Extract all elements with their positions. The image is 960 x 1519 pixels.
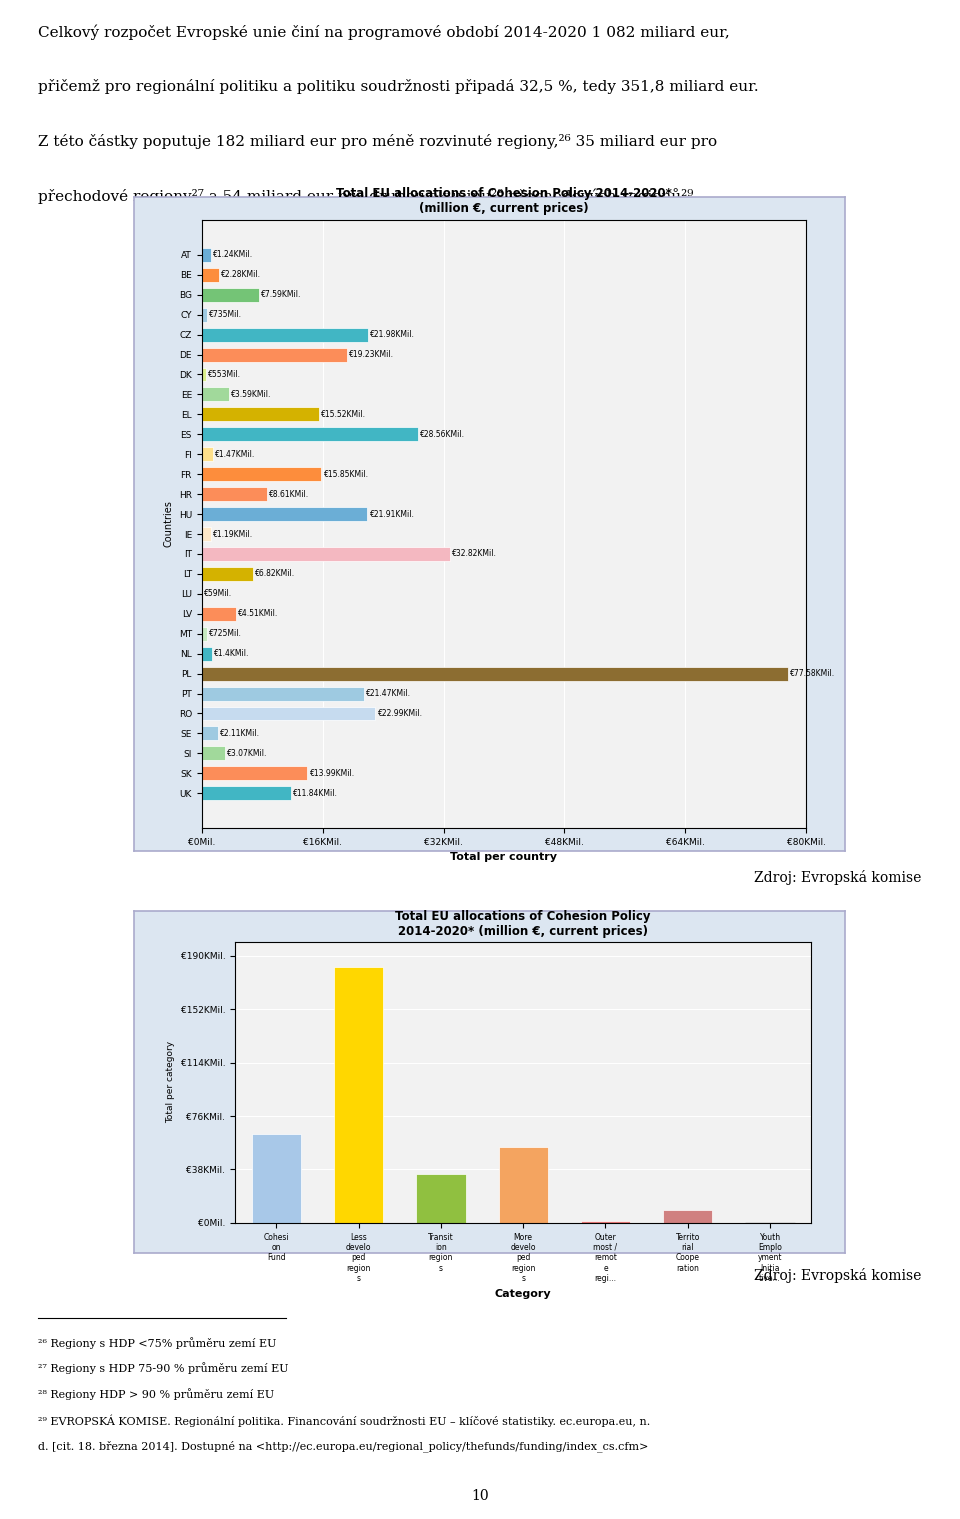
Bar xyxy=(581,1221,630,1223)
Text: €4.51KMil.: €4.51KMil. xyxy=(238,609,278,618)
Text: ²⁶ Regiony s HDP <75% průměru zemí EU: ²⁶ Regiony s HDP <75% průměru zemí EU xyxy=(38,1337,276,1349)
Y-axis label: Total per category: Total per category xyxy=(166,1041,175,1124)
Text: €2.28KMil.: €2.28KMil. xyxy=(221,270,261,279)
Bar xyxy=(252,1133,301,1223)
Text: €3.07KMil.: €3.07KMil. xyxy=(228,749,268,758)
Bar xyxy=(202,687,364,700)
Text: d. [cit. 18. března 2014]. Dostupné na <http://ec.europa.eu/regional_policy/thef: d. [cit. 18. března 2014]. Dostupné na <… xyxy=(38,1440,649,1452)
Text: ²⁸ Regiony HDP > 90 % průměru zemí EU: ²⁸ Regiony HDP > 90 % průměru zemí EU xyxy=(38,1388,275,1401)
Bar xyxy=(202,488,267,501)
Y-axis label: Countries: Countries xyxy=(163,501,173,547)
Title: Total EU allocations of Cohesion Policy 2014-2020*
(million €, current prices): Total EU allocations of Cohesion Policy … xyxy=(336,187,672,214)
Bar xyxy=(202,468,322,482)
Text: Zdroj: Evropská komise: Zdroj: Evropská komise xyxy=(755,1268,922,1284)
Bar xyxy=(202,248,211,261)
Text: €28.56KMil.: €28.56KMil. xyxy=(420,430,465,439)
Text: €3.59KMil.: €3.59KMil. xyxy=(231,390,272,399)
Bar xyxy=(202,667,788,681)
Bar xyxy=(202,547,449,561)
Bar xyxy=(498,1147,548,1223)
Bar xyxy=(334,966,383,1223)
Text: €15.52KMil.: €15.52KMil. xyxy=(322,410,366,419)
Text: Z této částky poputuje 182 miliard eur pro méně rozvinuté regiony,²⁶ 35 miliard : Z této částky poputuje 182 miliard eur p… xyxy=(38,134,717,149)
Text: €8.61KMil.: €8.61KMil. xyxy=(269,489,309,498)
Bar xyxy=(202,647,212,661)
Text: €19.23KMil.: €19.23KMil. xyxy=(349,349,395,358)
Bar xyxy=(202,447,213,462)
Bar xyxy=(202,567,253,580)
Text: €15.85KMil.: €15.85KMil. xyxy=(324,469,369,478)
Text: €32.82KMil.: €32.82KMil. xyxy=(452,550,497,559)
Bar xyxy=(202,767,307,781)
X-axis label: Category: Category xyxy=(495,1288,551,1299)
Text: €11.84KMil.: €11.84KMil. xyxy=(294,788,338,797)
Text: přičemž pro regionální politiku a politiku soudržnosti připadá 32,5 %, tedy 351,: přičemž pro regionální politiku a politi… xyxy=(38,79,759,94)
Text: €6.82KMil.: €6.82KMil. xyxy=(255,570,296,579)
Text: €59Mil.: €59Mil. xyxy=(204,589,232,598)
Text: Zdroj: Evropská komise: Zdroj: Evropská komise xyxy=(755,870,922,884)
Bar xyxy=(202,507,368,521)
Text: €725Mil.: €725Mil. xyxy=(209,629,242,638)
Bar xyxy=(202,328,368,342)
Bar xyxy=(202,348,347,362)
Text: ²⁷ Regiony s HDP 75-90 % průměru zemí EU: ²⁷ Regiony s HDP 75-90 % průměru zemí EU xyxy=(38,1363,289,1375)
Bar xyxy=(202,606,236,621)
Text: €553Mil.: €553Mil. xyxy=(208,371,241,380)
Bar xyxy=(202,527,210,541)
Bar xyxy=(202,387,228,401)
Bar xyxy=(663,1211,712,1223)
Text: €2.11KMil.: €2.11KMil. xyxy=(220,729,260,738)
Text: €21.91KMil.: €21.91KMil. xyxy=(370,509,415,518)
Text: €22.99KMil.: €22.99KMil. xyxy=(377,709,422,718)
Text: €21.47KMil.: €21.47KMil. xyxy=(366,690,411,699)
Text: Celkový rozpočet Evropské unie činí na programové období 2014-2020 1 082 miliard: Celkový rozpočet Evropské unie činí na p… xyxy=(38,24,731,39)
X-axis label: Total per country: Total per country xyxy=(450,852,558,863)
Bar xyxy=(202,368,205,381)
Bar xyxy=(202,746,225,761)
Text: €77.58KMil.: €77.58KMil. xyxy=(790,668,835,677)
Text: €21.98KMil.: €21.98KMil. xyxy=(370,330,415,339)
Text: ²⁹ EVROPSKÁ KOMISE. Regionální politika. Financování soudržnosti EU – klíčové st: ²⁹ EVROPSKÁ KOMISE. Regionální politika.… xyxy=(38,1414,651,1426)
Text: €7.59KMil.: €7.59KMil. xyxy=(261,290,301,299)
Bar xyxy=(202,267,219,281)
Text: €1.19KMil.: €1.19KMil. xyxy=(213,530,253,539)
Text: přechodové regiony²⁷ a 54 miliard eur pro druhou skupinu²⁸ přechodových regionů²: přechodové regiony²⁷ a 54 miliard eur pr… xyxy=(38,188,699,204)
Text: €13.99KMil.: €13.99KMil. xyxy=(310,769,355,778)
Bar xyxy=(417,1174,466,1223)
Text: €1.24KMil.: €1.24KMil. xyxy=(213,251,253,260)
Bar xyxy=(202,706,375,720)
Text: €1.47KMil.: €1.47KMil. xyxy=(215,450,255,459)
Bar xyxy=(202,308,207,322)
Bar xyxy=(202,407,319,421)
Bar xyxy=(202,627,207,641)
Text: €735Mil.: €735Mil. xyxy=(209,310,243,319)
Title: Total EU allocations of Cohesion Policy
2014-2020* (million €, current prices): Total EU allocations of Cohesion Policy … xyxy=(396,910,651,937)
Bar xyxy=(202,787,291,801)
Bar xyxy=(202,427,418,442)
Text: €1.4KMil.: €1.4KMil. xyxy=(214,649,250,658)
Bar xyxy=(202,287,259,302)
Bar xyxy=(202,726,218,740)
Text: 10: 10 xyxy=(471,1489,489,1504)
